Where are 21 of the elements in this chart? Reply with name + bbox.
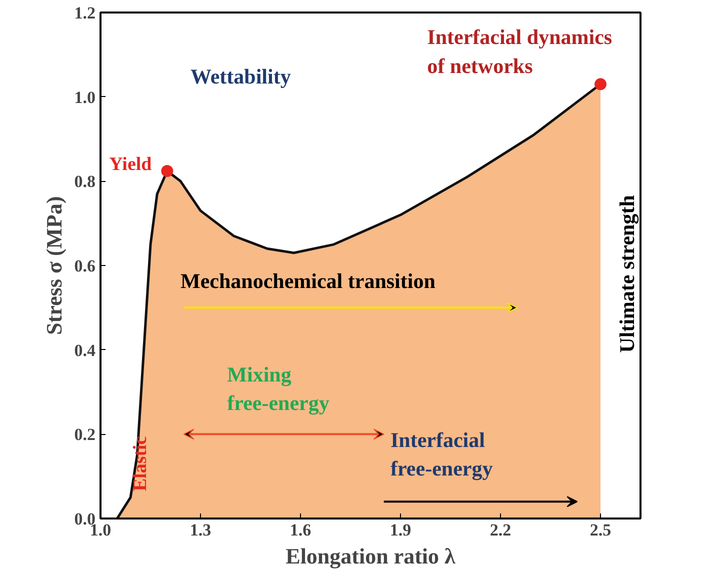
annotation: Interfacial free-energy [390, 428, 494, 481]
y-tick-label: 0.6 [74, 256, 96, 276]
y-tick-label: 0.2 [74, 425, 96, 444]
annotation: Wettability [190, 64, 292, 88]
y-tick-label: 1.0 [74, 88, 96, 107]
y-axis-title: Stress σ (MPa) [41, 196, 66, 335]
annotation: Mechanochemical transition [180, 268, 436, 293]
y-tick-label: 0.4 [74, 340, 96, 360]
annotation: Mixing free-energy [227, 362, 330, 416]
x-tick-label: 1.6 [290, 520, 312, 540]
x-tick-label: 1.3 [190, 520, 212, 540]
y-tick-label: 0.8 [74, 172, 96, 192]
x-tick-label: 2.2 [490, 520, 512, 540]
annotation: Interfacial dynamics of networks [427, 25, 612, 78]
annotation: Ultimate strength [615, 194, 640, 353]
y-tick-label: 1.2 [74, 4, 96, 22]
x-axis-title: Elongation ratio λ [286, 544, 456, 568]
x-tick-label: 2.5 [590, 520, 612, 540]
annotation: Yield [109, 154, 152, 176]
annotation: Elastic [130, 436, 151, 492]
x-tick-label: 1.9 [390, 520, 412, 540]
